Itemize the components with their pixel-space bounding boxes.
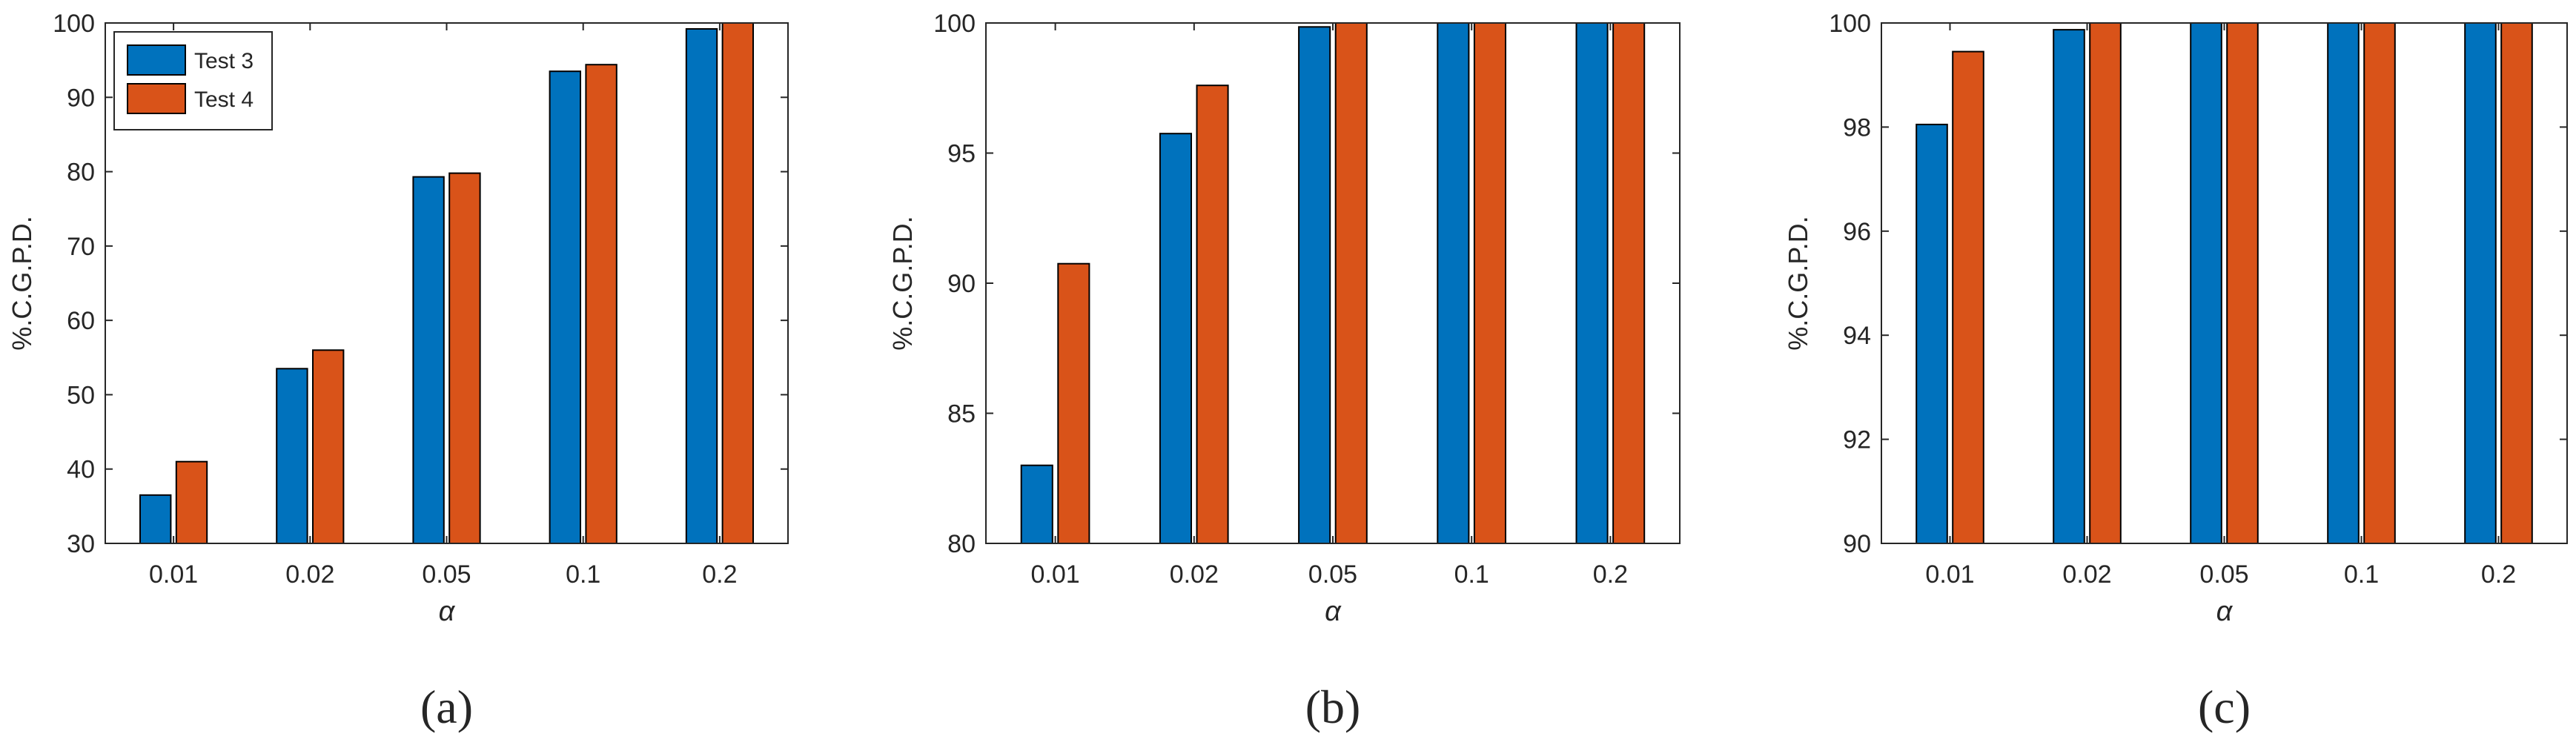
y-tick-label: 80 (67, 159, 95, 187)
bar-test4-0.2 (721, 22, 754, 544)
bar-test4-0.02 (2089, 22, 2122, 544)
y-tick-label: 90 (1843, 530, 1871, 558)
x-tick-label: 0.1 (2344, 560, 2379, 589)
bar-test3-0.01 (1916, 123, 1948, 544)
y-axis-label: %.C.G.P.D. (887, 216, 918, 350)
bar-test3-0.1 (2327, 22, 2360, 544)
bar-test3-0.2 (1575, 22, 1609, 544)
x-tick-label: 0.01 (1031, 560, 1080, 589)
bar-test3-0.05 (412, 176, 445, 544)
y-tick-label: 95 (947, 140, 976, 168)
bar-test4-0.02 (1196, 85, 1229, 544)
x-tick-label: 0.2 (2481, 560, 2516, 589)
panel-caption: (c) (2198, 681, 2251, 733)
legend-swatch-1 (127, 44, 186, 76)
bar-test3-0.02 (2053, 29, 2085, 545)
bar-test3-0.1 (549, 70, 581, 544)
y-tick-label: 90 (947, 270, 976, 298)
y-axis-label: %.C.G.P.D. (7, 216, 37, 350)
chart-panel-1: 30 40 50 60 70 80 90 100 0.01 0.02 0.05 0.1 0.2 α %.C.… (7, 10, 789, 733)
bar-test4-0.2 (1612, 22, 1646, 544)
y-tick-label: 50 (67, 381, 95, 409)
x-tick-label: 0.1 (566, 560, 600, 589)
bar-test3-0.1 (1437, 22, 1470, 544)
y-tick-label: 92 (1843, 426, 1871, 454)
bar-test4-0.1 (2363, 22, 2396, 544)
bar-test4-0.2 (2500, 22, 2533, 544)
bar-test3-0.2 (685, 28, 718, 544)
panel-caption: (b) (1305, 681, 1361, 733)
y-tick-label: 70 (67, 233, 95, 261)
y-tick-label: 85 (947, 400, 976, 428)
y-tick-label: 90 (67, 84, 95, 112)
bar-test4-0.1 (1473, 22, 1507, 544)
panel-caption: (a) (420, 681, 473, 733)
y-tick-label: 80 (947, 530, 976, 558)
bar-test3-0.02 (1159, 133, 1193, 544)
y-tick-label: 100 (53, 10, 95, 38)
bar-test4-0.02 (312, 349, 345, 544)
bar-test4-0.01 (1952, 50, 1984, 545)
x-axis-label: α (2216, 596, 2234, 627)
y-tick-label: 94 (1843, 322, 1871, 350)
x-tick-label: 0.01 (149, 560, 198, 589)
bar-test4-0.05 (1334, 22, 1368, 544)
bar-test4-0.01 (1057, 262, 1090, 544)
y-tick-label: 98 (1843, 113, 1871, 142)
chart-panel-3: 90 92 94 96 98 100 0.01 0.02 0.05 0.1 0.2 α %.C.G.P.… (1783, 10, 2568, 733)
x-tick-label: 0.05 (422, 560, 471, 589)
x-tick-label: 0.05 (2199, 560, 2248, 589)
chart-panel-2: 80 85 90 95 100 0.01 0.02 0.05 0.1 0.2 α %.C.G.P.D.… (887, 10, 1681, 733)
x-tick-label: 0.1 (1454, 560, 1489, 589)
y-tick-label: 60 (67, 307, 95, 335)
x-tick-label: 0.02 (285, 560, 334, 589)
y-tick-label: 96 (1843, 218, 1871, 246)
bar-test3-0.05 (1298, 26, 1331, 545)
legend-label-1: Test 3 (194, 49, 254, 73)
y-tick-label: 40 (67, 456, 95, 484)
y-tick-label: 100 (933, 10, 976, 38)
x-tick-label: 0.05 (1308, 560, 1357, 589)
bar-test3-0.01 (139, 494, 172, 544)
x-tick-label: 0.2 (1593, 560, 1628, 589)
bar-test3-0.02 (276, 368, 308, 544)
legend-label-2: Test 4 (194, 87, 254, 112)
x-tick-label: 0.2 (702, 560, 737, 589)
bar-test4-0.05 (448, 172, 481, 544)
y-tick-label: 30 (67, 530, 95, 558)
legend-swatch-2 (127, 83, 186, 114)
x-tick-label: 0.01 (1925, 560, 1974, 589)
bar-test4-0.05 (2226, 22, 2259, 544)
bar-test4-0.01 (175, 460, 208, 545)
x-tick-label: 0.02 (2062, 560, 2111, 589)
x-axis-label: α (1325, 596, 1342, 627)
bar-test3-0.01 (1020, 464, 1053, 545)
bar-test3-0.05 (2190, 22, 2222, 544)
x-tick-label: 0.02 (1170, 560, 1219, 589)
bar-test4-0.1 (585, 64, 617, 544)
y-axis-label: %.C.G.P.D. (1783, 216, 1813, 350)
y-tick-label: 100 (1829, 10, 1871, 38)
bar-test3-0.2 (2464, 22, 2497, 544)
x-axis-label: α (439, 596, 456, 627)
